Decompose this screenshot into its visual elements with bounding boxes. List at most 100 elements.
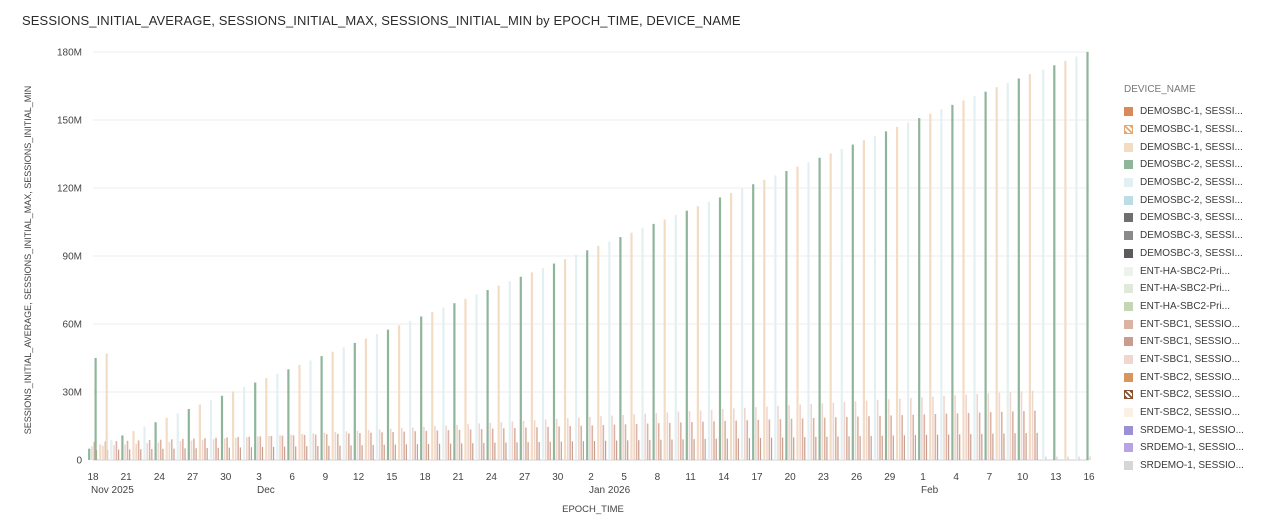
bar[interactable] bbox=[320, 356, 323, 460]
bar[interactable] bbox=[735, 420, 737, 460]
bar[interactable] bbox=[356, 430, 359, 460]
bar[interactable] bbox=[187, 409, 190, 460]
bar[interactable] bbox=[386, 329, 390, 460]
bar[interactable] bbox=[854, 401, 857, 460]
bar[interactable] bbox=[165, 417, 168, 460]
bar[interactable] bbox=[1000, 411, 1003, 460]
bar[interactable] bbox=[829, 153, 832, 460]
bar[interactable] bbox=[818, 157, 821, 460]
bar[interactable] bbox=[630, 232, 633, 460]
bar[interactable] bbox=[301, 433, 303, 460]
bar[interactable] bbox=[914, 435, 917, 460]
bar[interactable] bbox=[759, 437, 762, 460]
bar[interactable] bbox=[718, 197, 722, 460]
bar[interactable] bbox=[325, 434, 328, 460]
bar[interactable] bbox=[549, 441, 551, 460]
bar[interactable] bbox=[616, 440, 618, 460]
bar[interactable] bbox=[834, 417, 837, 460]
bar[interactable] bbox=[538, 441, 540, 460]
bar[interactable] bbox=[613, 424, 616, 460]
bar[interactable] bbox=[516, 442, 518, 460]
bar[interactable] bbox=[1003, 433, 1005, 460]
bar[interactable] bbox=[378, 429, 381, 460]
bar[interactable] bbox=[345, 431, 348, 460]
bar[interactable] bbox=[176, 413, 179, 460]
bar[interactable] bbox=[707, 201, 711, 460]
bar[interactable] bbox=[633, 414, 635, 460]
bar[interactable] bbox=[494, 442, 496, 460]
bar[interactable] bbox=[929, 113, 932, 460]
legend-item[interactable]: ENT-SBC1, SESSIO... bbox=[1124, 351, 1256, 369]
bar[interactable] bbox=[668, 422, 671, 460]
bar[interactable] bbox=[921, 397, 923, 460]
bar[interactable] bbox=[348, 433, 350, 460]
bar[interactable] bbox=[416, 444, 419, 460]
bar[interactable] bbox=[1056, 456, 1058, 460]
bar[interactable] bbox=[710, 409, 713, 460]
bar[interactable] bbox=[807, 162, 810, 460]
bar[interactable] bbox=[412, 427, 414, 460]
legend-item[interactable]: ENT-SBC2, SESSIO... bbox=[1124, 368, 1256, 386]
legend-item[interactable]: ENT-SBC1, SESSIO... bbox=[1124, 333, 1256, 351]
bar[interactable] bbox=[782, 437, 784, 460]
bar[interactable] bbox=[873, 135, 877, 461]
bar[interactable] bbox=[276, 373, 279, 460]
bar[interactable] bbox=[403, 431, 405, 460]
bar[interactable] bbox=[105, 353, 108, 460]
bar[interactable] bbox=[973, 96, 976, 460]
bar[interactable] bbox=[126, 440, 129, 460]
bar[interactable] bbox=[198, 404, 201, 460]
bar[interactable] bbox=[279, 435, 281, 460]
legend-item[interactable]: DEMOSBC-3, SESSI... bbox=[1124, 245, 1256, 263]
bar[interactable] bbox=[303, 434, 306, 460]
bar[interactable] bbox=[649, 439, 651, 460]
legend-item[interactable]: ENT-SBC1, SESSIO... bbox=[1124, 315, 1256, 333]
legend-item[interactable]: SRDEMO-1, SESSIO... bbox=[1124, 439, 1256, 457]
bar[interactable] bbox=[353, 342, 356, 460]
bar[interactable] bbox=[154, 422, 157, 460]
bar[interactable] bbox=[843, 401, 846, 460]
bar[interactable] bbox=[624, 424, 627, 460]
bar[interactable] bbox=[522, 420, 525, 460]
bar[interactable] bbox=[923, 414, 926, 460]
bar[interactable] bbox=[704, 438, 706, 460]
bar[interactable] bbox=[691, 422, 693, 460]
legend-item[interactable]: DEMOSBC-2, SESSI... bbox=[1124, 174, 1256, 192]
bar[interactable] bbox=[779, 419, 782, 460]
bar[interactable] bbox=[1025, 433, 1027, 460]
legend-item[interactable]: DEMOSBC-2, SESSI... bbox=[1124, 156, 1256, 174]
bar[interactable] bbox=[589, 416, 591, 460]
bar[interactable] bbox=[910, 397, 912, 460]
bar[interactable] bbox=[91, 446, 93, 460]
bar[interactable] bbox=[442, 307, 445, 460]
bar[interactable] bbox=[766, 406, 768, 460]
bar[interactable] bbox=[898, 398, 901, 460]
bar[interactable] bbox=[569, 426, 571, 460]
bar[interactable] bbox=[777, 405, 779, 460]
bar[interactable] bbox=[438, 443, 441, 460]
bar[interactable] bbox=[956, 413, 959, 460]
bar[interactable] bbox=[593, 440, 596, 460]
bar[interactable] bbox=[541, 267, 545, 460]
bar[interactable] bbox=[721, 409, 724, 460]
bar[interactable] bbox=[696, 206, 699, 460]
bar[interactable] bbox=[193, 438, 195, 460]
bar[interactable] bbox=[918, 118, 921, 461]
bar[interactable] bbox=[394, 444, 396, 460]
bar[interactable] bbox=[334, 431, 337, 460]
bar[interactable] bbox=[571, 441, 573, 460]
bar[interactable] bbox=[281, 435, 284, 460]
bar[interactable] bbox=[967, 412, 970, 460]
bar[interactable] bbox=[1012, 411, 1014, 460]
bar[interactable] bbox=[732, 408, 735, 460]
bar[interactable] bbox=[389, 428, 392, 460]
bar[interactable] bbox=[544, 419, 547, 460]
bar[interactable] bbox=[115, 441, 118, 460]
bar[interactable] bbox=[500, 422, 503, 460]
bar[interactable] bbox=[837, 436, 839, 460]
bar[interactable] bbox=[785, 171, 788, 460]
bar[interactable] bbox=[901, 415, 903, 460]
bar[interactable] bbox=[140, 449, 142, 460]
bar[interactable] bbox=[405, 444, 407, 460]
bar[interactable] bbox=[458, 429, 461, 460]
